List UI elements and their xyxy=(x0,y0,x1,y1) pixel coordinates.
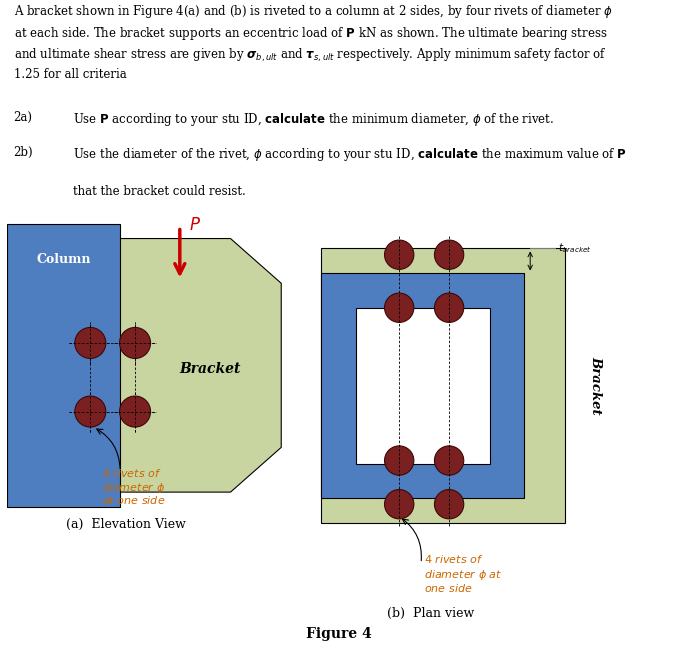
Circle shape xyxy=(435,490,464,519)
Text: $at\ one\ side$: $at\ one\ side$ xyxy=(102,494,165,506)
FancyBboxPatch shape xyxy=(355,308,490,464)
Text: 2a): 2a) xyxy=(14,111,33,124)
Text: Bracket: Bracket xyxy=(589,356,602,415)
Text: Bracket: Bracket xyxy=(180,362,241,376)
Circle shape xyxy=(384,446,414,475)
Polygon shape xyxy=(66,239,281,492)
Text: Column: Column xyxy=(37,254,91,266)
Circle shape xyxy=(435,293,464,322)
Circle shape xyxy=(75,396,106,427)
Text: (a)  Elevation View: (a) Elevation View xyxy=(66,518,186,531)
Text: $t_{bracket}$: $t_{bracket}$ xyxy=(558,241,592,255)
FancyBboxPatch shape xyxy=(7,224,120,507)
Circle shape xyxy=(435,240,464,269)
Circle shape xyxy=(119,328,151,358)
Circle shape xyxy=(384,490,414,519)
Text: $P$: $P$ xyxy=(188,216,201,233)
Circle shape xyxy=(435,446,464,475)
Text: Figure 4: Figure 4 xyxy=(306,627,372,641)
Text: A bracket shown in Figure 4(a) and (b) is riveted to a column at 2 sides, by fou: A bracket shown in Figure 4(a) and (b) i… xyxy=(14,3,612,81)
Text: that the bracket could resist.: that the bracket could resist. xyxy=(73,184,245,198)
FancyBboxPatch shape xyxy=(321,249,565,523)
Circle shape xyxy=(75,328,106,358)
Text: $4\ rivets\ of$: $4\ rivets\ of$ xyxy=(424,553,484,566)
Text: Use the diameter of the rivet, $\phi$ according to your stu ID, $\mathbf{calcula: Use the diameter of the rivet, $\phi$ ac… xyxy=(73,146,627,164)
Text: $one\ side$: $one\ side$ xyxy=(424,581,473,594)
Circle shape xyxy=(384,293,414,322)
Text: (b)  Plan view: (b) Plan view xyxy=(386,606,474,619)
Text: $4\ rivets\ of$: $4\ rivets\ of$ xyxy=(102,467,162,479)
Text: $diameter\ \phi\ at$: $diameter\ \phi\ at$ xyxy=(424,568,502,581)
Text: Use $\mathbf{P}$ according to your stu ID, $\mathbf{calculate}$ the minimum diam: Use $\mathbf{P}$ according to your stu I… xyxy=(73,111,554,128)
Circle shape xyxy=(384,240,414,269)
Text: $diameter\ \phi$: $diameter\ \phi$ xyxy=(102,481,165,494)
Text: 2b): 2b) xyxy=(14,146,33,159)
FancyBboxPatch shape xyxy=(321,273,524,498)
Circle shape xyxy=(119,396,151,427)
